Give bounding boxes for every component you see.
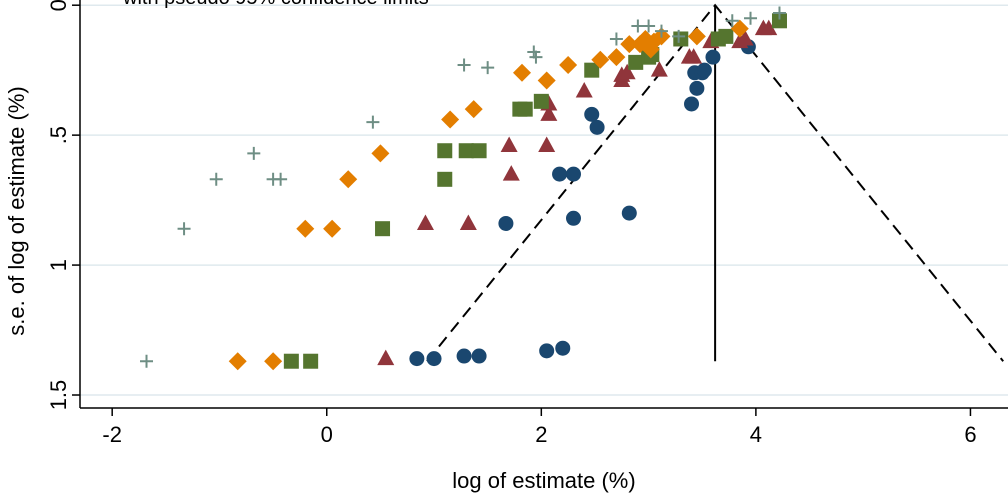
square-marker <box>518 102 533 117</box>
square-marker <box>472 143 487 158</box>
chart-subtitle: with pseudo 95% confidence limits <box>122 0 429 9</box>
circle-marker <box>584 107 599 122</box>
square-marker <box>284 354 299 369</box>
circle-marker <box>539 343 554 358</box>
y-tick-label: 1 <box>46 259 71 271</box>
circle-marker <box>566 211 581 226</box>
square-marker <box>628 55 643 70</box>
x-tick-label: 0 <box>321 422 333 447</box>
x-tick-label: 4 <box>750 422 762 447</box>
y-tick-label: 1.5 <box>46 380 71 411</box>
circle-marker <box>472 349 487 364</box>
circle-marker <box>684 96 699 111</box>
circle-marker <box>590 120 605 135</box>
circle-marker <box>427 351 442 366</box>
y-axis-title: s.e. of log of estimate (%) <box>4 86 29 335</box>
circle-marker <box>697 63 712 78</box>
square-marker <box>303 354 318 369</box>
x-tick-label: 2 <box>535 422 547 447</box>
square-marker <box>534 94 549 109</box>
y-tick-label: 0 <box>46 0 71 11</box>
square-marker <box>718 29 733 44</box>
square-marker <box>459 143 474 158</box>
square-marker <box>437 172 452 187</box>
circle-marker <box>566 167 581 182</box>
circle-marker <box>457 349 472 364</box>
square-marker <box>437 143 452 158</box>
circle-marker <box>409 351 424 366</box>
x-tick-label: -2 <box>102 422 122 447</box>
circle-marker <box>622 206 637 221</box>
circle-marker <box>555 341 570 356</box>
square-marker <box>375 221 390 236</box>
square-marker <box>673 31 688 46</box>
circle-marker <box>498 216 513 231</box>
circle-marker <box>705 50 720 65</box>
circle-marker <box>689 81 704 96</box>
y-tick-label: .5 <box>46 126 71 144</box>
x-tick-label: 6 <box>964 422 976 447</box>
circle-marker <box>552 167 567 182</box>
x-axis-title: log of estimate (%) <box>452 468 635 493</box>
